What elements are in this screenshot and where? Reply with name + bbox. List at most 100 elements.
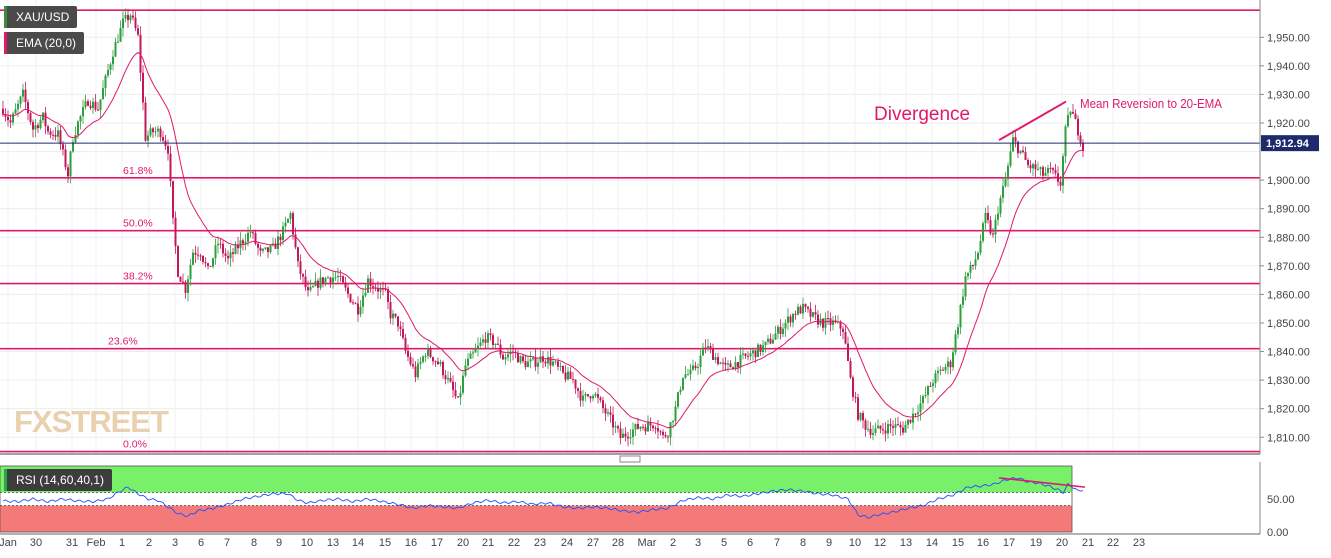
candle-body bbox=[134, 17, 137, 29]
x-tick-label: Feb bbox=[87, 537, 106, 549]
candle-body bbox=[832, 320, 834, 325]
candle-body bbox=[487, 333, 489, 343]
candle-body bbox=[999, 197, 1002, 214]
candle-body bbox=[937, 370, 939, 374]
candle-body bbox=[557, 361, 559, 367]
candle-body bbox=[522, 356, 524, 362]
candle-body bbox=[252, 232, 254, 234]
x-tick-label: 13 bbox=[327, 537, 339, 549]
candle-body bbox=[987, 212, 989, 221]
candle-body bbox=[872, 433, 874, 435]
candle-body bbox=[554, 361, 557, 363]
candle-body bbox=[1029, 165, 1032, 169]
candle-body bbox=[1022, 150, 1024, 153]
x-tick-label: 30 bbox=[30, 537, 42, 549]
fibonacci-label: 50.0% bbox=[123, 218, 153, 230]
candle-body bbox=[667, 436, 669, 438]
candle-body bbox=[369, 278, 372, 287]
x-tick-label: 2 bbox=[146, 537, 152, 549]
candle-body bbox=[784, 322, 787, 329]
candle-body bbox=[1072, 111, 1074, 114]
candle-body bbox=[409, 356, 412, 365]
candle-body bbox=[807, 307, 809, 309]
ema-legend[interactable]: EMA (20,0) bbox=[4, 32, 85, 54]
candle-body bbox=[632, 429, 634, 438]
candle-body bbox=[492, 335, 494, 346]
candle-body bbox=[577, 388, 579, 391]
candle-body bbox=[454, 390, 457, 397]
x-tick-label: 28 bbox=[612, 537, 624, 549]
candle-body bbox=[449, 377, 452, 382]
candle-body bbox=[159, 128, 162, 137]
candle-body bbox=[179, 276, 182, 282]
candle-body bbox=[259, 247, 262, 251]
rsi-legend[interactable]: RSI (14,60,40,1) bbox=[4, 469, 113, 491]
candle-body bbox=[857, 397, 859, 420]
candle-body bbox=[827, 317, 829, 319]
candle-body bbox=[1019, 150, 1022, 154]
candle-body bbox=[932, 383, 934, 387]
candle-body bbox=[357, 303, 359, 315]
x-tick-label: 17 bbox=[1003, 537, 1015, 549]
candle-body bbox=[427, 349, 429, 356]
candle-body bbox=[1047, 168, 1049, 174]
candle-body bbox=[724, 362, 727, 365]
candle-body bbox=[657, 428, 659, 432]
candle-body bbox=[559, 366, 562, 368]
candle-body bbox=[989, 220, 992, 234]
candle-body bbox=[649, 422, 652, 426]
divergence-annotation: Divergence bbox=[874, 104, 970, 125]
candle-body bbox=[184, 281, 187, 293]
candle-body bbox=[859, 413, 862, 420]
candle-body bbox=[629, 437, 632, 439]
candle-body bbox=[909, 419, 912, 423]
candle-body bbox=[592, 395, 594, 399]
x-tick-label: 14 bbox=[926, 537, 938, 549]
rsi-tick-label: 50.00 bbox=[1267, 494, 1295, 506]
candle-body bbox=[682, 377, 684, 390]
candle-body bbox=[1054, 170, 1057, 174]
candle-body bbox=[684, 374, 687, 378]
candle-body bbox=[114, 41, 117, 57]
current-price-badge bbox=[1261, 135, 1319, 152]
x-tick-label: 16 bbox=[405, 537, 417, 549]
candle-body bbox=[1032, 164, 1034, 169]
candle-body bbox=[1052, 168, 1054, 171]
rsi-oversold-zone bbox=[0, 505, 1072, 532]
y-tick-label: 1,820.00 bbox=[1267, 404, 1310, 416]
candle-body bbox=[109, 64, 112, 70]
candle-body bbox=[92, 101, 94, 108]
candle-body bbox=[132, 15, 134, 18]
candle-body bbox=[154, 131, 157, 133]
candle-body bbox=[702, 347, 704, 356]
candle-body bbox=[782, 328, 784, 335]
candle-body bbox=[394, 313, 397, 317]
candle-body bbox=[467, 358, 469, 366]
symbol-legend[interactable]: XAU/USD bbox=[4, 6, 78, 28]
candle-body bbox=[389, 301, 392, 319]
candle-body bbox=[352, 302, 354, 304]
candle-body bbox=[899, 424, 902, 428]
candle-body bbox=[289, 213, 292, 220]
candle-body bbox=[499, 344, 502, 355]
candle-body bbox=[579, 390, 582, 401]
candle-body bbox=[1039, 167, 1042, 170]
candle-body bbox=[697, 366, 699, 369]
mean-reversion-annotation: Mean Reversion to 20-EMA bbox=[1080, 96, 1222, 111]
candle-body bbox=[47, 126, 49, 132]
x-tick-label: 23 bbox=[1133, 537, 1145, 549]
candle-body bbox=[414, 366, 417, 378]
candle-body bbox=[567, 371, 569, 380]
candle-body bbox=[167, 146, 169, 154]
candle-body bbox=[319, 277, 322, 288]
candle-body bbox=[1059, 181, 1062, 186]
x-tick-label: 23 bbox=[534, 537, 546, 549]
candle-body bbox=[664, 434, 667, 437]
candle-body bbox=[732, 367, 734, 370]
candle-body bbox=[219, 243, 222, 245]
candle-body bbox=[89, 105, 92, 108]
candle-body bbox=[644, 427, 647, 432]
candle-body bbox=[417, 363, 419, 378]
candle-body bbox=[34, 125, 37, 130]
